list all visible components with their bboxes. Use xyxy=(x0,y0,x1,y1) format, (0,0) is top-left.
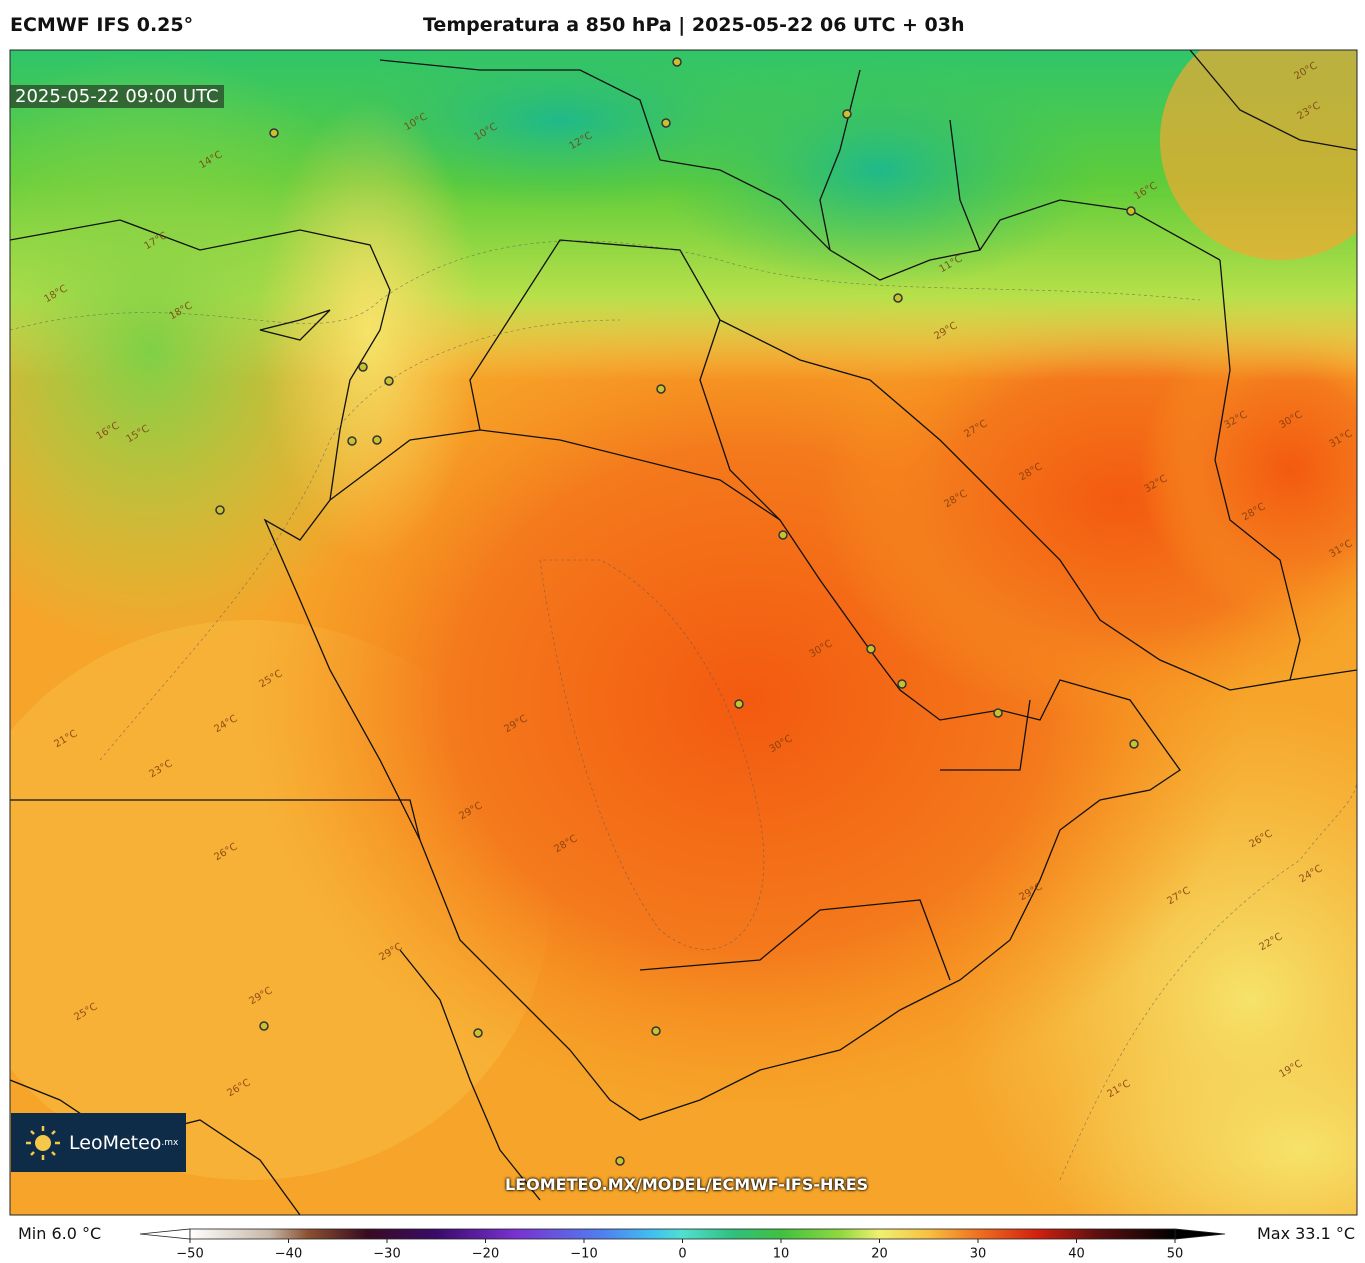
model-name: ECMWF IFS 0.25° xyxy=(10,14,194,36)
map-title: Temperatura a 850 hPa | 2025-05-22 06 UT… xyxy=(423,14,965,36)
city-marker xyxy=(897,679,907,689)
city-marker xyxy=(993,708,1003,718)
logo-sun xyxy=(26,1125,60,1160)
city-marker xyxy=(661,118,671,128)
city-marker xyxy=(384,376,394,386)
city-marker xyxy=(372,435,382,445)
valid-time: 2025-05-22 09:00 UTC xyxy=(10,85,224,108)
min-label: Min 6.0 °C xyxy=(18,1224,102,1243)
colorbar-tick-label: 0 xyxy=(678,1247,686,1262)
logo-name: LeoMeteo xyxy=(69,1131,162,1154)
colorbar-tick-label: −30 xyxy=(373,1247,400,1262)
city-marker xyxy=(259,1021,269,1031)
city-marker xyxy=(866,644,876,654)
colorbar-low-arrow xyxy=(139,1228,191,1240)
colorbar: −50 −40 −30 −20 −10 0 10 20 30 40 50 xyxy=(139,1228,1226,1262)
colorbar-tick-label: 30 xyxy=(970,1247,987,1262)
city-marker xyxy=(215,505,225,515)
colorbar-high-arrow xyxy=(1174,1228,1226,1240)
city-marker xyxy=(473,1028,483,1038)
city-marker xyxy=(1129,739,1139,749)
max-label: Max 33.1 °C xyxy=(1256,1224,1355,1243)
colorbar-tick-label: 20 xyxy=(871,1247,888,1262)
city-marker xyxy=(358,362,368,372)
city-marker xyxy=(651,1026,661,1036)
city-marker xyxy=(778,530,788,540)
city-marker xyxy=(1126,206,1136,216)
city-marker xyxy=(672,57,682,67)
city-marker xyxy=(347,436,357,446)
city-marker xyxy=(615,1156,625,1166)
colorbar-tick-label: 10 xyxy=(773,1247,790,1262)
colorbar-tick-label: −50 xyxy=(176,1247,203,1262)
city-marker xyxy=(734,699,744,709)
city-marker xyxy=(656,384,666,394)
logo-suffix: .mx xyxy=(161,1137,179,1148)
colorbar-tick-label: −20 xyxy=(472,1247,499,1262)
logo: LeoMeteo .mx xyxy=(11,1113,186,1172)
colorbar-tick-label: 50 xyxy=(1167,1247,1184,1262)
colorbar-tick-label: −10 xyxy=(570,1247,597,1262)
city-marker xyxy=(893,293,903,303)
colorbar-tick-label: −40 xyxy=(275,1247,302,1262)
watermark: LEOMETEO.MX/MODEL/ECMWF-IFS-HRES xyxy=(505,1175,869,1194)
colorbar-bar xyxy=(189,1228,1176,1240)
colorbar-tick-label: 40 xyxy=(1068,1247,1085,1262)
city-marker xyxy=(842,109,852,119)
city-marker xyxy=(269,128,279,138)
